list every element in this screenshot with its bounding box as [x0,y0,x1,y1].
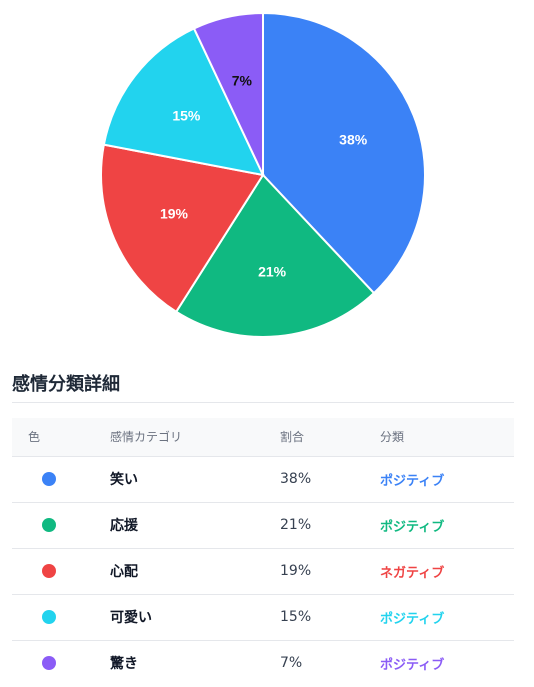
slice-value-label-4: 7% [232,72,253,88]
color-dot [42,518,56,532]
color-dot [42,610,56,624]
color-dot [42,656,56,671]
table-row: 応援 21% ポジティブ [12,502,514,548]
emotion-classification: ポジティブ [380,473,445,489]
header-classification: 分類 [380,418,514,457]
emotion-pie-chart: 38% 21% 19% 15% 7% [100,11,426,338]
pie-slice-4 [192,11,264,176]
slice-value-label-0: 38% [339,131,368,147]
color-dot [42,564,56,578]
table-row: 驚き 7% ポジティブ [12,640,514,686]
table-header-row: 色 感情カテゴリ 割合 分類 [12,418,514,457]
emotion-classification: ネガティブ [380,565,445,581]
emotion-classification: ポジティブ [380,519,445,535]
emotion-name: 心配 [110,564,138,580]
header-color: 色 [12,418,110,457]
header-ratio: 割合 [280,418,380,457]
emotion-classification: ポジティブ [380,657,445,673]
section-title: 感情分類詳細 [12,374,120,395]
emotion-name: 応援 [110,518,138,534]
emotion-ratio: 21% [280,517,312,533]
emotion-name: 可愛い [110,610,152,626]
title-divider [12,402,514,403]
table-row: 笑い 38% ポジティブ [12,456,514,502]
slice-value-label-3: 15% [172,108,201,124]
color-dot [42,472,56,486]
pie-slice-0 [262,11,426,295]
emotion-ratio: 7% [280,655,303,672]
slice-value-label-1: 21% [258,264,287,280]
emotion-ratio: 15% [280,609,312,625]
slice-value-label-2: 19% [160,206,189,222]
emotion-name: 驚き [110,656,138,673]
table-row: 心配 19% ネガティブ [12,548,514,594]
table-row: 可愛い 15% ポジティブ [12,594,514,640]
emotion-table: 色 感情カテゴリ 割合 分類 笑い 38% ポジティブ 応援 21% ポジティブ… [12,418,514,686]
pie-slice-1 [174,173,376,338]
pie-slice-3 [102,27,265,177]
pie-slice-2 [100,143,265,314]
header-category: 感情カテゴリ [110,418,280,457]
emotion-ratio: 38% [280,471,312,487]
emotion-ratio: 19% [280,563,312,579]
emotion-name: 笑い [110,472,138,488]
emotion-classification: ポジティブ [380,611,445,627]
